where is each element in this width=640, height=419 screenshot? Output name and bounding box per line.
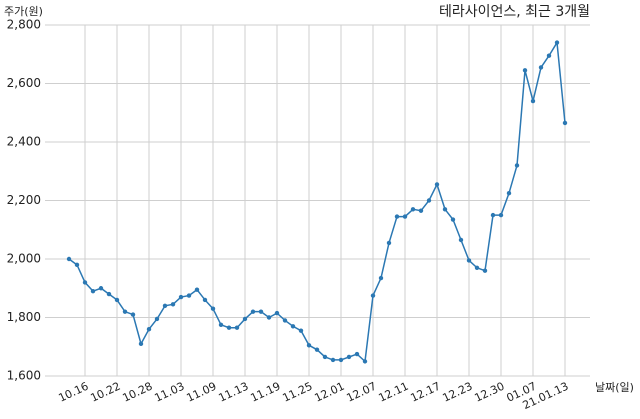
point xyxy=(522,68,528,73)
y-tick-label: 1,800 xyxy=(7,310,41,324)
point xyxy=(250,309,256,314)
point xyxy=(490,212,496,218)
point xyxy=(178,294,184,300)
line xyxy=(68,40,566,363)
point xyxy=(386,240,392,246)
x-tick-label: 12.01 xyxy=(312,380,346,405)
point xyxy=(402,214,408,219)
point xyxy=(218,322,224,328)
x-tick-label: 12.11 xyxy=(376,380,410,405)
point xyxy=(98,286,104,291)
point xyxy=(82,280,88,285)
chart-title: 테라사이언스, 최근 3개월 xyxy=(439,4,590,20)
y-tick-label: 2,800 xyxy=(7,18,41,32)
point xyxy=(306,343,312,348)
y-tick-label: 2,000 xyxy=(7,252,41,266)
point xyxy=(482,268,488,273)
x-tick-label: 10.16 xyxy=(56,380,90,405)
x-tick-label: 10.28 xyxy=(120,380,154,405)
point xyxy=(202,297,208,303)
point xyxy=(354,351,360,357)
point xyxy=(282,318,288,323)
y-tick-label: 2,600 xyxy=(7,76,41,90)
y-axis-label: 주가(원) xyxy=(4,5,43,18)
y-tick-label: 1,600 xyxy=(7,369,41,383)
point xyxy=(274,310,280,316)
point xyxy=(258,309,264,314)
point xyxy=(186,293,192,298)
point xyxy=(434,182,440,187)
point xyxy=(106,291,112,297)
point xyxy=(122,309,128,314)
point xyxy=(346,354,352,360)
point xyxy=(154,316,160,322)
point xyxy=(442,207,448,212)
point xyxy=(130,312,136,317)
point xyxy=(210,306,216,311)
point xyxy=(546,53,552,58)
point xyxy=(530,98,536,104)
point xyxy=(554,40,560,45)
point xyxy=(450,217,456,222)
x-tick-label: 11.03 xyxy=(152,380,186,405)
point xyxy=(194,287,200,292)
point xyxy=(474,265,480,270)
point xyxy=(394,214,400,219)
point xyxy=(362,359,368,364)
x-tick-label: 12.30 xyxy=(472,380,506,405)
point xyxy=(378,275,384,281)
point xyxy=(242,316,248,322)
point xyxy=(562,120,568,126)
point xyxy=(410,207,416,212)
y-tick-label: 2,400 xyxy=(7,135,41,149)
point xyxy=(538,65,544,70)
point xyxy=(74,262,80,268)
point xyxy=(506,190,512,196)
point xyxy=(330,357,336,363)
point xyxy=(234,325,240,330)
point xyxy=(338,357,344,363)
point xyxy=(90,288,96,294)
point xyxy=(162,303,168,308)
point xyxy=(514,163,520,168)
y-tick-label: 2,200 xyxy=(7,193,41,207)
point xyxy=(314,347,320,352)
point xyxy=(426,198,432,203)
x-tick-label: 12.23 xyxy=(440,380,474,405)
point xyxy=(418,208,424,213)
point xyxy=(138,341,144,347)
point xyxy=(266,315,272,320)
x-axis-label: 날짜(일) xyxy=(595,380,634,394)
point xyxy=(458,237,464,243)
point xyxy=(170,302,176,307)
point xyxy=(290,324,296,329)
point xyxy=(322,354,328,360)
x-tick-label: 12.07 xyxy=(344,380,378,405)
x-tick-label: 11.19 xyxy=(248,380,282,405)
point xyxy=(114,297,120,303)
x-tick-label: 12.17 xyxy=(408,380,442,405)
x-tick-label: 11.13 xyxy=(216,380,250,405)
x-tick-label: 11.09 xyxy=(184,380,218,405)
point xyxy=(66,256,72,262)
point xyxy=(146,327,152,332)
point xyxy=(466,258,472,263)
point xyxy=(370,293,376,298)
x-tick-label: 11.25 xyxy=(280,380,314,405)
point xyxy=(498,212,504,218)
point xyxy=(226,325,232,330)
x-tick-label: 10.22 xyxy=(88,380,122,405)
point xyxy=(298,328,304,333)
